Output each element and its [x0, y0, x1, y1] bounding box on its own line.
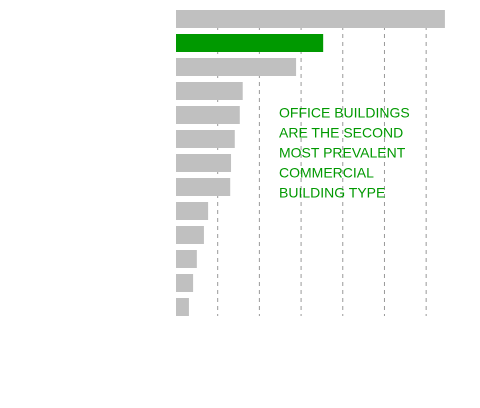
- annotation: BUILDING TYPE: [279, 185, 385, 201]
- bar: [176, 10, 445, 28]
- annotation: ARE THE SECOND: [279, 125, 403, 141]
- bar: [176, 274, 194, 292]
- bar: [176, 226, 204, 244]
- bar: [176, 250, 197, 268]
- bar: [176, 82, 243, 100]
- bar: [176, 202, 209, 220]
- annotation: OFFICE BUILDINGS: [279, 105, 410, 121]
- annotation: COMMERCIAL: [279, 165, 374, 181]
- bar: [176, 106, 240, 124]
- bar: [176, 34, 324, 52]
- bar: [176, 178, 231, 196]
- bar: [176, 58, 297, 76]
- bar: [176, 298, 189, 316]
- bar: [176, 154, 232, 172]
- bar: [176, 130, 235, 148]
- annotation: MOST PREVALENT: [279, 145, 406, 161]
